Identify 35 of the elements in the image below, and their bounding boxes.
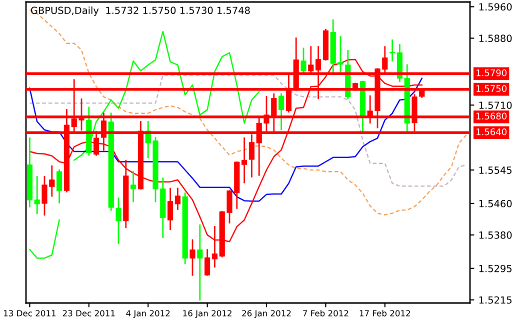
y-tick-label: 1.5710: [479, 102, 512, 109]
candlestick: [56, 169, 62, 204]
candlestick: [116, 198, 122, 244]
line-series: [29, 74, 467, 187]
y-tick-label: 1.5460: [479, 200, 512, 208]
x-tick-label: 17 Feb 2012: [360, 310, 410, 316]
ref-line-label: 1.5790: [476, 69, 507, 76]
y-tick-label: 1.5215: [479, 296, 512, 304]
y-tick-label: 1.5380: [479, 231, 512, 239]
chart-title: GBPUSD,Daily 1.5732 1.5750 1.5730 1.5748: [30, 6, 250, 16]
x-tick-label: 23 Dec 2011: [62, 310, 115, 316]
ref-line-label: 1.5680: [476, 112, 507, 120]
candlestick: [390, 39, 396, 62]
candlestick: [130, 170, 136, 202]
candlestick: [174, 188, 180, 210]
candlestick: [300, 48, 306, 74]
line-series: [29, 78, 423, 202]
x-tick-label: 26 Jan 2012: [242, 310, 291, 318]
x-tick-label: 4 Jan 2012: [126, 310, 170, 318]
y-tick-label: 1.5880: [479, 34, 512, 42]
candlestick: [197, 224, 203, 301]
candlestick: [190, 239, 196, 276]
y-tick-label: 1.5545: [479, 166, 512, 174]
ref-line-label: 1.5640: [476, 128, 507, 136]
candlestick: [204, 249, 210, 276]
x-tick-label: 13 Dec 2011: [4, 310, 56, 316]
candlestick: [168, 188, 174, 230]
candlestick: [242, 137, 248, 184]
candlestick: [34, 176, 40, 214]
ref-line-label: 1.5750: [476, 85, 507, 92]
x-tick-label: 16 Jan 2012: [183, 310, 232, 318]
y-tick-label: 1.5295: [479, 264, 512, 272]
candlestick: [278, 93, 284, 130]
x-tick-label: 7 Feb 2012: [303, 310, 348, 316]
y-tick-label: 1.5960: [479, 3, 512, 11]
